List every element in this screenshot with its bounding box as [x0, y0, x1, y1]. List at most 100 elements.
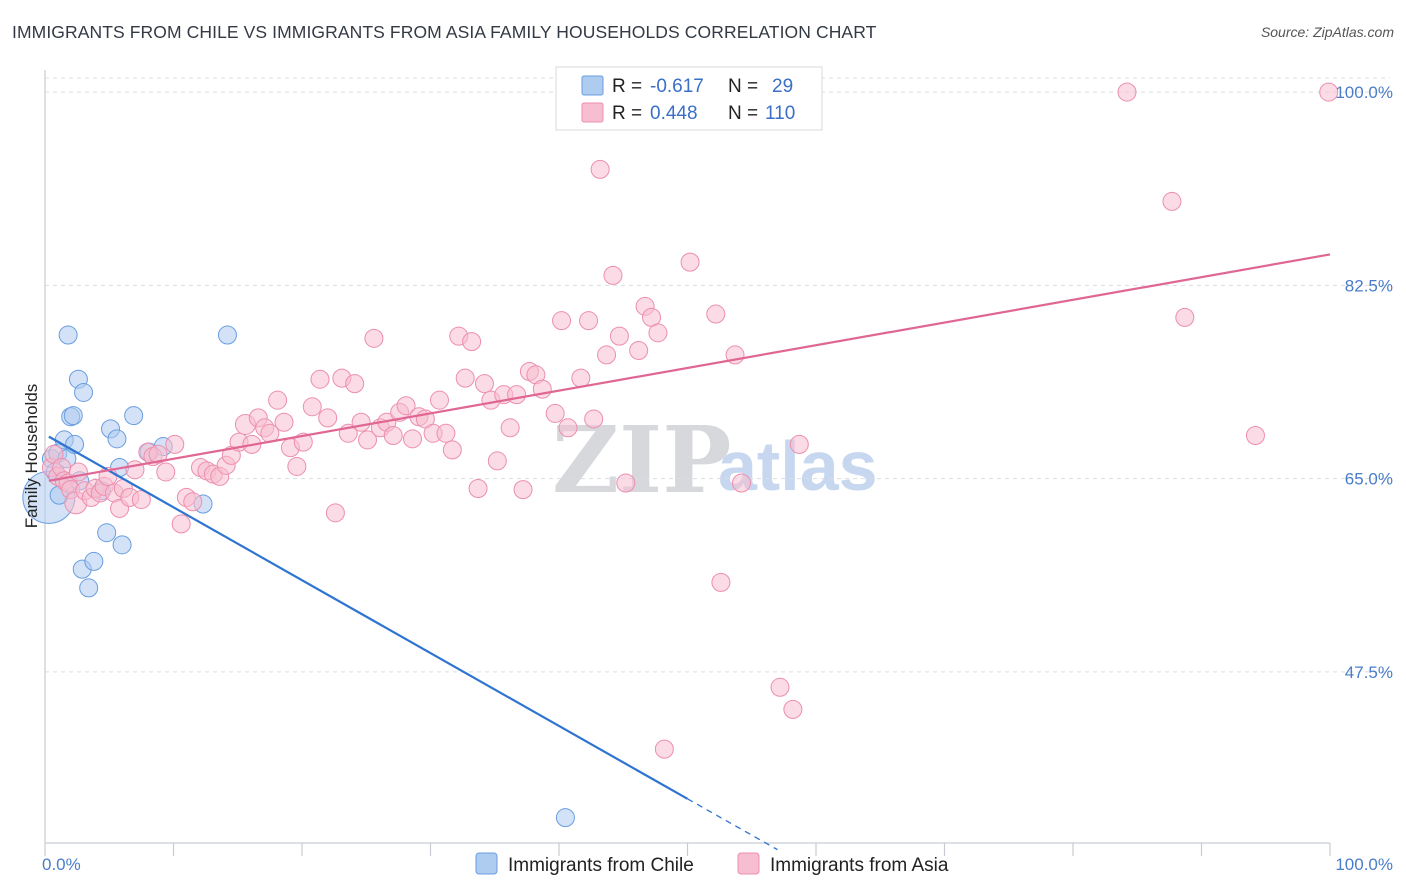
chile-point [58, 325, 78, 345]
watermark-zip: ZIP [552, 406, 731, 514]
asia-point [590, 159, 610, 179]
asia-point [1117, 82, 1137, 102]
y-tick-labels: 47.5% 65.0% 82.5% 100.0% [1335, 83, 1393, 682]
asia-point [345, 374, 365, 394]
asia-point [268, 390, 288, 410]
asia-point [455, 368, 475, 388]
y-tick-label: 82.5% [1345, 276, 1393, 295]
asia-point [148, 444, 168, 464]
asia-point [1162, 191, 1182, 211]
chile-point [112, 535, 132, 555]
y-tick-label: 47.5% [1345, 663, 1393, 682]
asia-points [41, 82, 1339, 759]
asia-point [616, 473, 636, 493]
asia-point [351, 412, 371, 432]
asia-point [1175, 307, 1195, 327]
asia-point [706, 304, 726, 324]
chile-n-value: 29 [772, 76, 793, 97]
chile-point [107, 429, 127, 449]
asia-point [654, 739, 674, 759]
chile-trend-line [48, 435, 689, 800]
asia-series-label: Immigrants from Asia [770, 855, 949, 876]
source-credit: Source: ZipAtlas.com [1260, 24, 1394, 40]
series-legend: Immigrants from Chile Immigrants from As… [475, 852, 949, 876]
chile-legend-swatch [581, 75, 604, 96]
asia-point [487, 451, 507, 471]
asia-r-value: 0.448 [650, 103, 698, 124]
asia-point [183, 492, 203, 512]
asia-point [558, 418, 578, 438]
asia-point [171, 514, 191, 534]
chile-r-label: R = [612, 76, 642, 97]
asia-point [770, 677, 790, 697]
chile-point [63, 406, 83, 426]
asia-point [131, 490, 151, 510]
stats-legend: R = -0.617 N = 29 R = 0.448 N = 110 [555, 66, 823, 131]
chile-series-label: Immigrants from Chile [508, 855, 694, 876]
asia-point [571, 368, 591, 388]
asia-legend-swatch [581, 102, 604, 123]
asia-point [274, 412, 294, 432]
chile-n-label: N = [728, 76, 758, 97]
asia-point [429, 390, 449, 410]
asia-point [648, 323, 668, 343]
x-tick-label-min: 0.0% [42, 855, 81, 874]
y-tick-label: 100.0% [1335, 83, 1393, 102]
asia-point [789, 434, 809, 454]
asia-point [783, 699, 803, 719]
chile-point [217, 325, 237, 345]
asia-point [403, 429, 423, 449]
asia-point [1245, 426, 1265, 446]
asia-point [68, 462, 88, 482]
asia-point [325, 503, 345, 523]
chile-point [84, 551, 104, 571]
chile-r-value: -0.617 [650, 76, 704, 97]
chile-point [124, 406, 144, 426]
y-axis-label: Family Households [22, 384, 41, 529]
chile-point [97, 523, 117, 543]
asia-point [462, 332, 482, 352]
asia-point [442, 440, 462, 460]
asia-point [474, 374, 494, 394]
asia-point [711, 572, 731, 592]
asia-point [318, 408, 338, 428]
asia-point [680, 252, 700, 272]
asia-point [584, 409, 604, 429]
watermark: ZIP atlas [552, 406, 878, 514]
trend-lines [48, 253, 1331, 851]
asia-r-label: R = [612, 103, 642, 124]
chile-series-swatch [475, 852, 498, 875]
asia-point [1319, 82, 1339, 102]
asia-point [500, 418, 520, 438]
asia-point [603, 265, 623, 285]
chile-point [79, 578, 99, 598]
asia-point [731, 473, 751, 493]
chart-title: IMMIGRANTS FROM CHILE VS IMMIGRANTS FROM… [12, 22, 877, 42]
asia-point [545, 403, 565, 423]
asia-point [507, 385, 527, 405]
asia-point [287, 456, 307, 476]
chile-point [555, 808, 575, 828]
asia-point [579, 311, 599, 331]
asia-point [302, 397, 322, 417]
asia-n-value: 110 [765, 103, 795, 124]
asia-point [468, 479, 488, 499]
chile-trend-extension [687, 798, 778, 851]
chile-point [74, 382, 94, 402]
asia-point [364, 328, 384, 348]
asia-point [156, 462, 176, 482]
x-tick-label-max: 100.0% [1335, 855, 1393, 874]
asia-point [597, 345, 617, 365]
asia-point [310, 369, 330, 389]
asia-point [165, 434, 185, 454]
asia-series-swatch [737, 852, 760, 875]
asia-point [396, 396, 416, 416]
asia-point [436, 423, 456, 443]
asia-point [358, 430, 378, 450]
y-tick-label: 65.0% [1345, 470, 1393, 489]
asia-point [609, 326, 629, 346]
asia-point [629, 340, 649, 360]
asia-point [383, 426, 403, 446]
asia-n-label: N = [728, 103, 758, 124]
